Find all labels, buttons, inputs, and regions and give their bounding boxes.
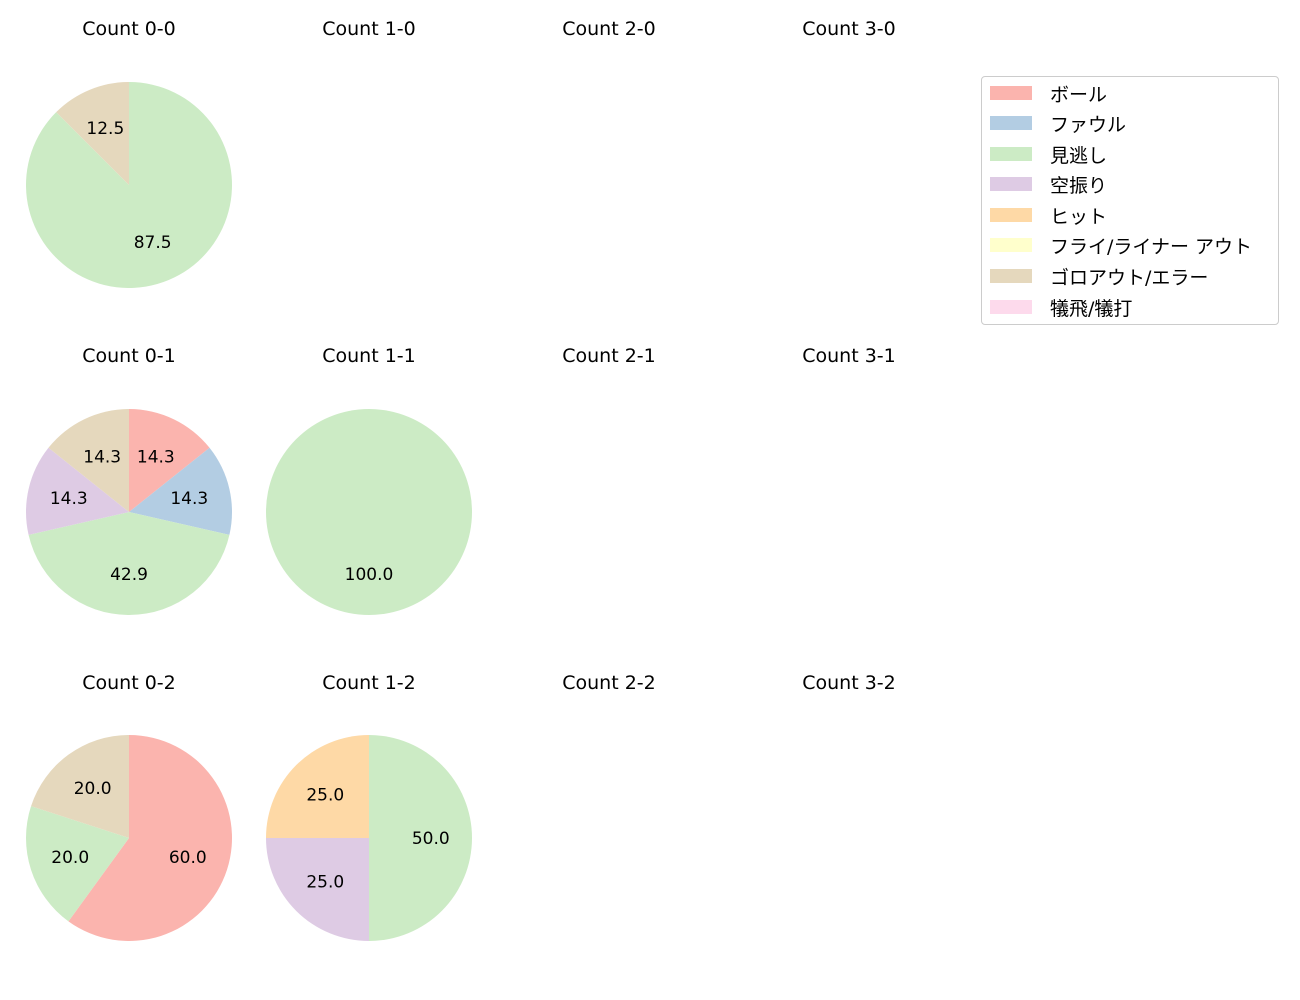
legend-label: 見逃し <box>1050 144 1108 167</box>
subplot-title: Count 2-1 <box>562 345 656 367</box>
legend-label: フライ/ライナー アウト <box>1050 235 1253 258</box>
pie-slice <box>25 82 232 289</box>
slice-label: 60.0 <box>169 848 207 868</box>
legend-swatch <box>990 177 1032 191</box>
subplot-title: Count 0-1 <box>82 345 176 367</box>
legend-item-called-strike: 見逃し <box>990 139 1107 169</box>
slice-label: 14.3 <box>83 447 121 467</box>
pie-slice <box>266 838 369 941</box>
legend-item-sacrifice: 犠飛/犠打 <box>990 292 1132 322</box>
legend-swatch <box>990 86 1032 100</box>
subplot-title: Count 1-0 <box>322 18 416 40</box>
pie-slice <box>266 409 472 615</box>
legend-item-foul: ファウル <box>990 108 1126 138</box>
pie-slice <box>26 806 130 922</box>
pie-subplot: Count 2-2 <box>562 672 656 694</box>
slice-label: 12.5 <box>86 119 124 139</box>
subplot-title: Count 0-0 <box>82 18 176 40</box>
legend: ボール ファウル 見逃し 空振り ヒット フライ/ライナー アウト ゴロアウト/… <box>981 76 1279 325</box>
subplot-title: Count 0-2 <box>82 672 176 694</box>
subplot-title: Count 3-2 <box>802 672 896 694</box>
legend-item-ball: ボール <box>990 78 1107 108</box>
pie-slice <box>28 512 230 615</box>
slice-label: 20.0 <box>74 779 112 799</box>
legend-label: ゴロアウト/エラー <box>1050 266 1209 289</box>
subplot-title: Count 2-2 <box>562 672 656 694</box>
legend-label: ヒット <box>1050 205 1108 228</box>
legend-item-fly-liner-out: フライ/ライナー アウト <box>990 230 1252 260</box>
legend-swatch <box>990 300 1032 314</box>
pie-slice <box>129 447 233 535</box>
pie-slice <box>129 409 210 512</box>
slice-label: 50.0 <box>412 829 450 849</box>
legend-label: 犠飛/犠打 <box>1050 297 1133 320</box>
pie-subplot: Count 1-1 100.0 <box>266 345 472 615</box>
subplot-title: Count 1-1 <box>322 345 416 367</box>
legend-swatch <box>990 269 1032 283</box>
slice-label: 100.0 <box>345 565 394 585</box>
legend-label: ファウル <box>1050 113 1127 136</box>
pie-slice <box>68 735 232 941</box>
legend-label: ボール <box>1050 83 1108 106</box>
slice-label: 25.0 <box>306 785 344 805</box>
pie-subplot: Count 2-1 <box>562 345 656 367</box>
pie-slice <box>31 735 129 838</box>
pie-slice <box>56 82 130 185</box>
slice-label: 14.3 <box>170 489 208 509</box>
subplot-title: Count 2-0 <box>562 18 656 40</box>
pie-subplot: Count 3-2 <box>802 672 896 694</box>
slice-label: 20.0 <box>51 848 89 868</box>
subplot-title: Count 1-2 <box>322 672 416 694</box>
legend-swatch <box>990 208 1032 222</box>
legend-item-ground-out-error: ゴロアウト/エラー <box>990 261 1208 291</box>
legend-swatch <box>990 238 1032 252</box>
pie-subplot: Count 2-0 <box>562 18 656 40</box>
pie-slice <box>48 409 129 512</box>
slice-label: 25.0 <box>306 873 344 893</box>
subplot-title: Count 3-1 <box>802 345 896 367</box>
legend-swatch <box>990 116 1032 130</box>
slice-label: 14.3 <box>137 447 175 467</box>
pie-subplot: Count 0-1 14.3 14.3 42.9 14.3 14.3 <box>25 345 233 615</box>
legend-label: 空振り <box>1050 174 1108 197</box>
pie-subplot: Count 1-0 <box>322 18 416 40</box>
pie-slice <box>266 735 369 838</box>
pie-subplot: Count 0-0 87.5 12.5 <box>25 18 232 289</box>
pie-slice <box>25 447 130 535</box>
pie-slice <box>369 735 472 941</box>
pie-subplot: Count 0-2 60.0 20.0 20.0 <box>26 672 232 941</box>
slice-label: 87.5 <box>134 233 172 253</box>
slice-label: 14.3 <box>50 489 88 509</box>
subplot-title: Count 3-0 <box>802 18 896 40</box>
slice-label: 42.9 <box>110 565 148 585</box>
pie-subplot: Count 1-2 50.0 25.0 25.0 <box>266 672 472 941</box>
legend-item-swinging-strike: 空振り <box>990 169 1107 199</box>
legend-swatch <box>990 147 1032 161</box>
legend-item-hit: ヒット <box>990 200 1107 230</box>
pie-subplot: Count 3-0 <box>802 18 896 40</box>
pie-subplot: Count 3-1 <box>802 345 896 367</box>
